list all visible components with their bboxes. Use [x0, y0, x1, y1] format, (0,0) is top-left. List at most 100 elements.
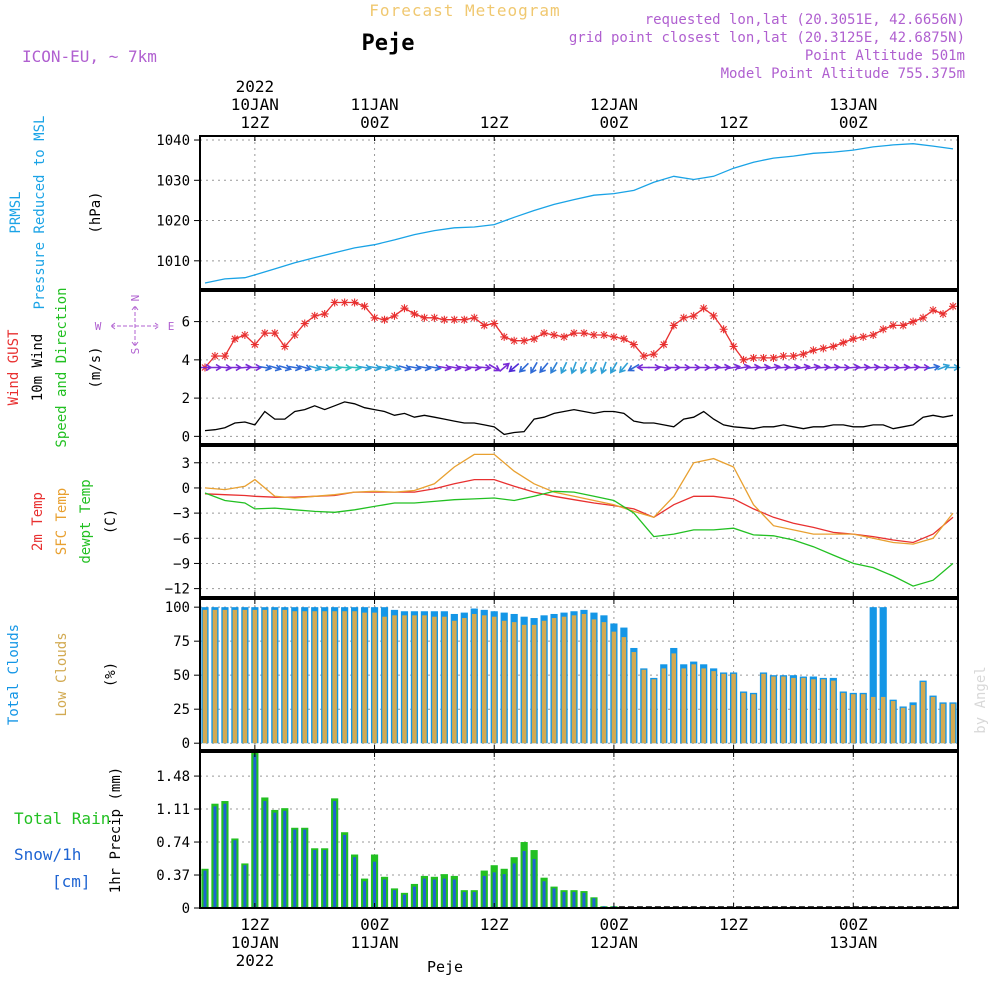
- bar-low-clouds: [811, 679, 816, 744]
- wind-arrow: [610, 361, 618, 375]
- gust-marker: [699, 304, 708, 313]
- bar-low-clouds: [232, 609, 238, 744]
- wind-arrow: [288, 364, 303, 372]
- gust-marker: [799, 350, 808, 359]
- wind-arrow: [560, 361, 568, 375]
- bottom-time-label: 00Z: [360, 915, 389, 934]
- bar-low-clouds: [382, 616, 387, 744]
- y-tick-label: −12: [165, 582, 190, 598]
- bar-total-clouds: [879, 607, 887, 744]
- bar-low-clouds: [392, 615, 397, 744]
- bar-precip-rain: [263, 801, 267, 908]
- gust-marker: [759, 353, 768, 362]
- bar-low-clouds: [212, 609, 218, 744]
- y-axis-label: (m/s): [88, 346, 104, 388]
- bottom-time-label: 10JAN: [231, 933, 279, 952]
- bar-low-clouds: [910, 705, 916, 744]
- bar-low-clouds: [302, 611, 307, 744]
- wind-arrow: [388, 364, 402, 372]
- gust-marker: [889, 321, 898, 330]
- gust-marker: [340, 298, 349, 307]
- bar-low-clouds: [472, 613, 477, 744]
- series-line: [204, 490, 954, 587]
- gust-marker: [669, 321, 678, 330]
- y-tick-label: −6: [173, 531, 190, 547]
- bar-low-clouds: [861, 694, 866, 744]
- wind-arrow: [278, 364, 293, 372]
- bar-low-clouds: [292, 611, 297, 744]
- gust-marker: [859, 332, 868, 341]
- gust-marker: [240, 330, 249, 339]
- wind-arrow: [488, 363, 501, 372]
- bar-low-clouds: [880, 696, 886, 744]
- y-tick-label: 4: [182, 353, 190, 369]
- wind-arrow: [338, 363, 353, 372]
- bar-low-clouds: [462, 618, 467, 744]
- y-tick-label: 75: [173, 634, 190, 650]
- gust-marker: [440, 315, 449, 324]
- bottom-time-label: 2022: [236, 951, 275, 970]
- bar-low-clouds: [402, 615, 407, 744]
- compass-rose-icon: [110, 305, 160, 347]
- bar-precip-rain: [472, 891, 476, 908]
- gust-marker: [380, 315, 389, 324]
- bar-low-clouds: [791, 677, 796, 744]
- bar-low-clouds: [691, 664, 696, 744]
- closest-coords: grid point closest lon,lat (20.3125E, 42…: [569, 30, 965, 46]
- top-time-label: 13JAN: [829, 95, 877, 114]
- bar-low-clouds: [731, 673, 736, 744]
- gust-marker: [420, 313, 429, 322]
- bar-precip-rain: [293, 829, 297, 908]
- bar-low-clouds: [831, 680, 836, 744]
- bar-low-clouds: [531, 624, 537, 744]
- bar-precip-rain: [333, 801, 337, 908]
- location-title: Peje: [362, 31, 415, 56]
- wind-arrow: [308, 364, 323, 372]
- wind-arrow: [707, 363, 722, 372]
- bar-precip-rain: [402, 894, 406, 908]
- bar-low-clouds: [651, 679, 657, 744]
- y-tick-label: 1.48: [156, 769, 190, 785]
- top-time-label: 11JAN: [350, 95, 398, 114]
- gust-marker: [819, 344, 828, 353]
- y-axis-label: 2m Temp: [30, 492, 46, 551]
- bar-precip-rain: [582, 892, 586, 908]
- bar-low-clouds: [322, 611, 327, 744]
- bottom-time-label: 12Z: [240, 915, 269, 934]
- panel-wind: 0 2 4 6 Wind GUST 10m Wind Speed and Direction…: [6, 287, 961, 448]
- y-tick-label: −3: [173, 506, 190, 522]
- bottom-time-label: 00Z: [839, 915, 868, 934]
- gust-marker: [659, 340, 668, 349]
- panel-frame: [199, 751, 959, 909]
- wind-arrow: [448, 364, 462, 372]
- bar-low-clouds: [920, 681, 926, 744]
- bar-precip-rain: [392, 890, 396, 908]
- bar-precip-rain: [213, 806, 217, 908]
- bar-low-clouds: [641, 669, 647, 744]
- credit-watermark: by Angel: [973, 666, 989, 733]
- wind-arrow: [847, 363, 861, 372]
- bottom-time-label: 12JAN: [590, 933, 638, 952]
- bar-low-clouds: [930, 696, 936, 744]
- bar-low-clouds: [900, 707, 906, 744]
- bar-low-clouds: [412, 615, 417, 744]
- wind-arrow: [897, 363, 911, 372]
- y-tick-label: 0: [182, 736, 190, 752]
- bar-precip-rain: [552, 888, 556, 908]
- bar-precip-rain: [502, 874, 506, 908]
- precip-unit-label: [cm]: [52, 872, 91, 891]
- gust-marker: [280, 342, 289, 351]
- gust-marker: [450, 315, 459, 324]
- bar-low-clouds: [362, 612, 367, 744]
- gust-marker: [260, 329, 269, 338]
- forecast-title: Forecast Meteogram: [369, 1, 560, 20]
- panel-frame: [199, 598, 959, 751]
- bar-low-clouds: [541, 620, 547, 744]
- wind-arrow: [428, 364, 442, 372]
- top-time-label: 12Z: [480, 113, 509, 132]
- gust-marker: [729, 342, 738, 351]
- wind-arrow: [580, 361, 588, 375]
- bar-low-clouds: [352, 611, 357, 744]
- panel-temperature: 3 0 −3 −6 −9 −12 2m Temp SFC Temp dewpt Temp (C): [30, 445, 959, 598]
- wind-arrow: [508, 362, 520, 373]
